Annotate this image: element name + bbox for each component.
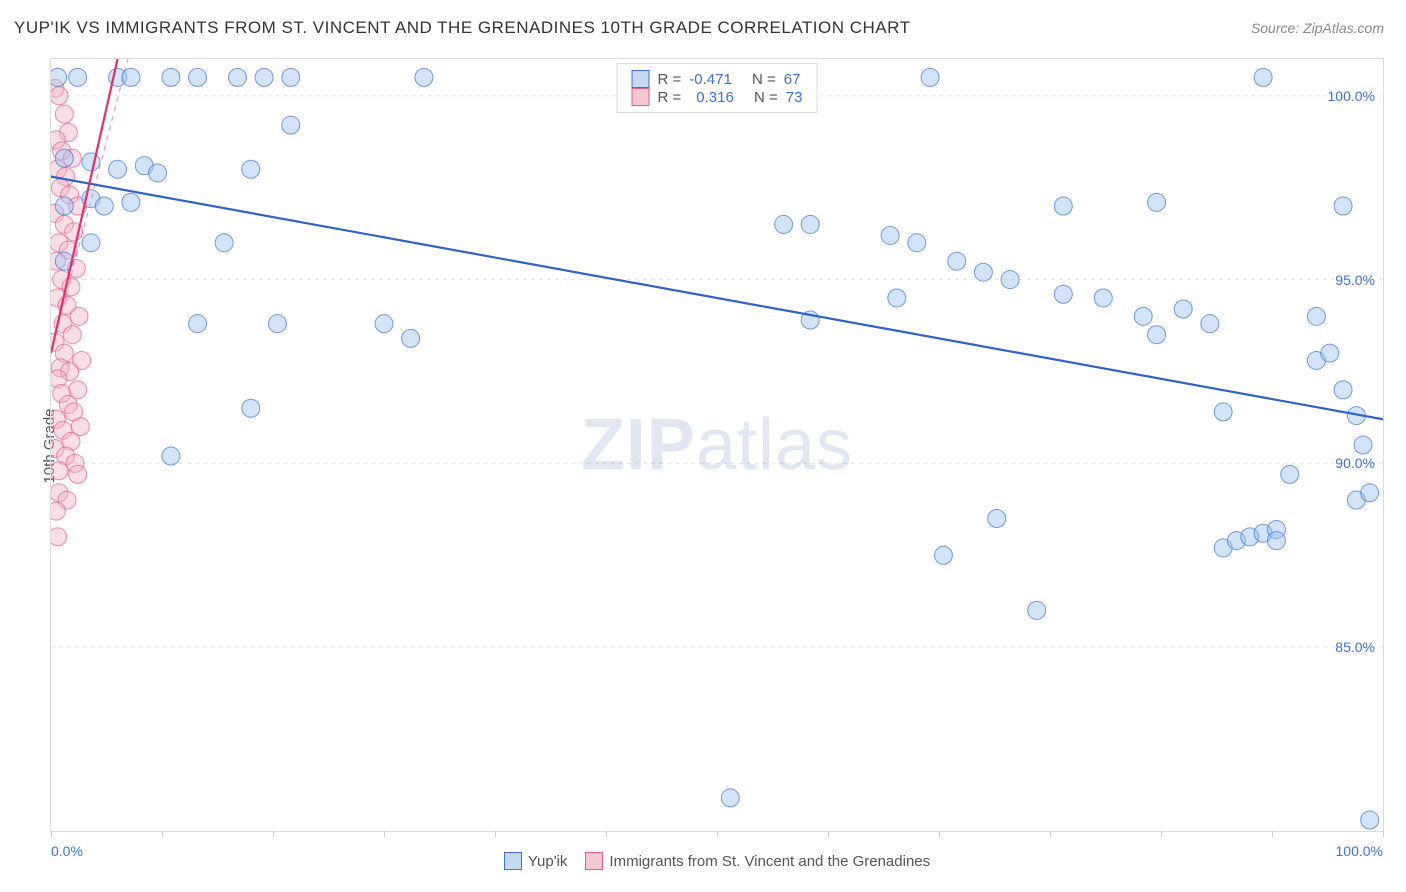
y-tick-label: 90.0%: [1335, 455, 1375, 471]
legend-row-1: R = -0.471 N = 67: [632, 70, 803, 88]
x-tick-mark: [384, 831, 385, 837]
x-tick-mark: [51, 831, 52, 837]
legend-swatch-pink: [585, 852, 603, 870]
n-label: N =: [754, 89, 778, 106]
r-value: 0.316: [689, 89, 734, 106]
x-tick-mark: [1161, 831, 1162, 837]
legend-swatch-blue: [632, 70, 650, 88]
x-tick-mark: [1050, 831, 1051, 837]
y-tick-label: 85.0%: [1335, 639, 1375, 655]
y-tick-label: 100.0%: [1328, 88, 1375, 104]
n-value: 73: [786, 89, 803, 106]
chart-title: YUP'IK VS IMMIGRANTS FROM ST. VINCENT AN…: [14, 18, 911, 38]
legend-label: Immigrants from St. Vincent and the Gren…: [609, 853, 930, 870]
x-tick-mark: [717, 831, 718, 837]
r-value: -0.471: [689, 71, 732, 88]
legend-row-2: R = 0.316 N = 73: [632, 88, 803, 106]
x-tick-mark: [1383, 831, 1384, 837]
y-tick-label: 95.0%: [1335, 272, 1375, 288]
legend-swatch-blue: [504, 852, 522, 870]
n-label: N =: [752, 71, 776, 88]
legend-item-yupik: Yup'ik: [504, 852, 568, 870]
x-tick-mark: [828, 831, 829, 837]
source-label: Source: ZipAtlas.com: [1251, 20, 1384, 36]
chart-area: ZIPatlas R = -0.471 N = 67 R = 0.316 N =…: [50, 58, 1384, 832]
series-legend: Yup'ik Immigrants from St. Vincent and t…: [50, 852, 1384, 870]
n-value: 67: [784, 71, 801, 88]
x-tick-mark: [273, 831, 274, 837]
r-label: R =: [658, 71, 682, 88]
scatter-chart-svg: [51, 59, 1383, 831]
r-label: R =: [658, 89, 682, 106]
legend-item-svg-immigrants: Immigrants from St. Vincent and the Gren…: [585, 852, 930, 870]
legend-label: Yup'ik: [528, 853, 568, 870]
legend-swatch-pink: [632, 88, 650, 106]
x-tick-mark: [162, 831, 163, 837]
x-tick-mark: [495, 831, 496, 837]
x-tick-mark: [1272, 831, 1273, 837]
x-tick-mark: [606, 831, 607, 837]
correlation-legend: R = -0.471 N = 67 R = 0.316 N = 73: [617, 63, 818, 113]
x-tick-mark: [939, 831, 940, 837]
